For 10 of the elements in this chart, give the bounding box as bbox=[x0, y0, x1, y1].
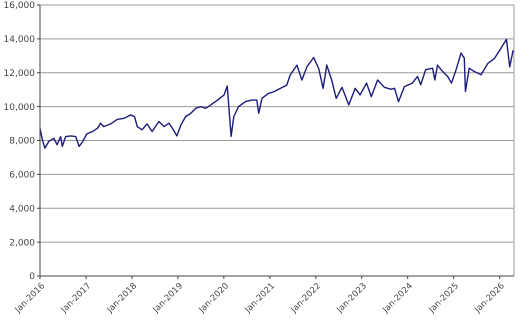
line-series bbox=[39, 38, 514, 149]
y-tick-label: 2,000 bbox=[9, 238, 36, 248]
y-tick-label: 6,000 bbox=[9, 170, 36, 181]
y-tick-label: 12,000 bbox=[4, 68, 36, 79]
y-tick-label: 4,000 bbox=[9, 204, 36, 214]
y-tick-label: 8,000 bbox=[9, 136, 36, 147]
y-tick-label: 16,000 bbox=[4, 1, 36, 12]
y-tick-label: 14,000 bbox=[4, 35, 36, 46]
y-tick-label: 0 bbox=[29, 272, 36, 282]
y-tick-label: 10,000 bbox=[4, 102, 36, 113]
